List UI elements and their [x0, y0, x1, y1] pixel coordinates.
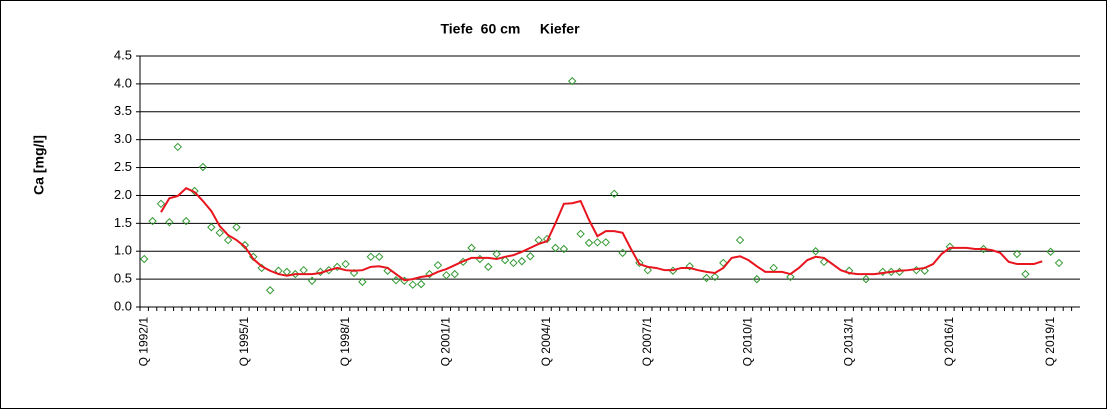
data-point [844, 266, 854, 275]
data-point [584, 238, 594, 248]
data-point [190, 186, 199, 196]
data-point [920, 266, 929, 275]
data-point [945, 242, 955, 251]
x-tick-label: Q 2016/1 [942, 317, 956, 367]
y-tick-label: 1.5 [114, 215, 132, 230]
data-point [1046, 247, 1055, 256]
x-tick-label: Q 2004/1 [539, 317, 553, 367]
data-point [576, 229, 585, 239]
data-point [517, 257, 527, 266]
x-tick-label: Q 1992/1 [136, 317, 150, 367]
data-point [593, 238, 602, 247]
y-tick-label: 2.5 [114, 159, 132, 174]
data-point [752, 274, 762, 284]
data-point [861, 274, 871, 284]
data-point [786, 272, 795, 282]
y-tick-label: 1.0 [114, 243, 132, 258]
data-point [500, 255, 510, 265]
data-point [568, 76, 577, 86]
x-tick-label: Q 2007/1 [640, 317, 654, 367]
data-point [366, 252, 376, 262]
data-point [467, 243, 476, 253]
y-axis-label: Ca [mg/l] [31, 135, 47, 195]
data-point [878, 267, 887, 277]
data-point [702, 273, 711, 283]
data-point [223, 235, 233, 245]
data-point [165, 218, 174, 227]
data-point [198, 162, 208, 172]
data-point [509, 258, 518, 268]
data-point [349, 268, 359, 278]
data-point [618, 248, 627, 258]
data-point [358, 277, 367, 287]
data-point [207, 223, 216, 232]
data-point [685, 262, 694, 271]
data-point [333, 262, 342, 272]
y-tick-label: 0.5 [114, 271, 132, 286]
data-point [609, 189, 619, 198]
data-point [215, 228, 224, 238]
data-point [425, 269, 434, 279]
data-point [551, 243, 560, 253]
data-point [232, 223, 241, 232]
x-tick-label: Q 2001/1 [439, 317, 453, 367]
data-point [156, 199, 166, 209]
data-point [181, 216, 191, 226]
data-point [291, 269, 300, 279]
x-tick-label: Q 1998/1 [338, 317, 352, 367]
data-point [316, 267, 325, 277]
data-point [643, 265, 652, 275]
data-point [416, 279, 426, 289]
x-tick-label: Q 2019/1 [1043, 317, 1057, 367]
data-point [735, 235, 745, 245]
y-tick-label: 4.0 [114, 75, 132, 90]
data-point [173, 142, 182, 152]
data-point [307, 276, 317, 285]
data-point [341, 259, 350, 269]
y-tick-label: 3.5 [114, 103, 132, 118]
data-point [484, 262, 493, 272]
data-point [601, 238, 611, 247]
trend-line [160, 187, 1043, 282]
data-point [139, 254, 149, 264]
y-tick-label: 4.5 [114, 47, 132, 62]
data-point [710, 272, 720, 282]
data-point [1021, 269, 1030, 279]
data-point [526, 252, 535, 261]
data-point [442, 270, 451, 280]
chart-title: Tiefe 60 cm Kiefer [440, 21, 580, 37]
data-point [148, 216, 157, 226]
x-tick-label: Q 2013/1 [841, 317, 855, 367]
data-point [391, 276, 401, 285]
data-point [1054, 258, 1064, 268]
data-point [433, 260, 443, 270]
x-tick-label: Q 2010/1 [741, 317, 755, 367]
data-point [408, 280, 417, 289]
data-point [450, 269, 459, 279]
data-point [492, 249, 501, 259]
x-tick-label: Q 1995/1 [237, 317, 251, 367]
y-tick-label: 0.0 [114, 298, 132, 313]
data-point [374, 252, 384, 262]
data-point [979, 244, 988, 254]
data-point [559, 244, 569, 254]
data-point [1012, 249, 1022, 259]
data-point [265, 286, 275, 295]
y-tick-label: 2.0 [114, 187, 132, 202]
data-point [811, 247, 820, 256]
y-tick-label: 3.0 [114, 131, 132, 146]
